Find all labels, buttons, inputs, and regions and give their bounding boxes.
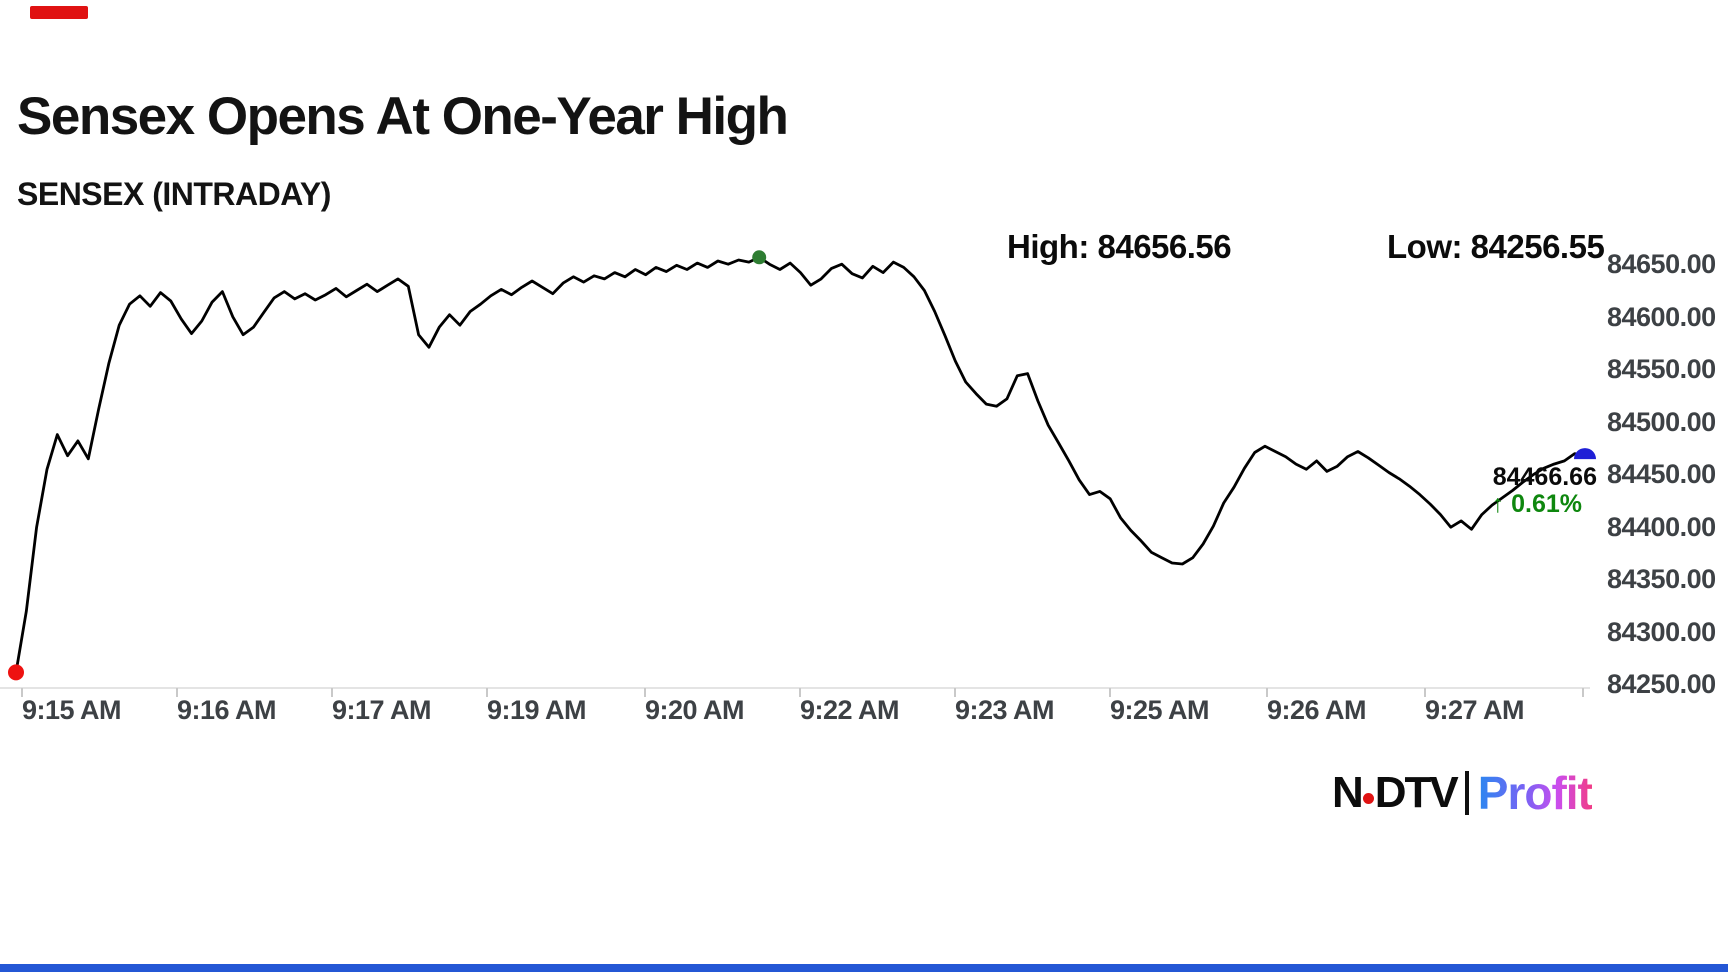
bottom-accent-bar: [0, 964, 1728, 972]
x-axis-tick-label: 9:27 AM: [1425, 695, 1525, 725]
x-axis-tick-label: 9:25 AM: [1110, 695, 1210, 725]
y-axis-tick-label: 84500.00: [1607, 406, 1716, 437]
y-axis-tick-label: 84650.00: [1607, 249, 1716, 279]
x-axis-tick-label: 9:19 AM: [487, 695, 587, 725]
y-axis-tick-label: 84600.00: [1607, 301, 1716, 332]
ndtv-letters-dtv: DTV: [1374, 768, 1459, 817]
page-title: Sensex Opens At One-Year High: [17, 87, 789, 146]
ndtv-wordmark: N DTV: [1332, 768, 1459, 818]
y-axis-tick-label: 84450.00: [1607, 459, 1716, 489]
low-stat: Low: 84256.55: [1387, 228, 1605, 266]
y-axis-tick-label: 84250.00: [1607, 669, 1716, 699]
logo-divider-bar: [1464, 771, 1469, 815]
x-axis-tick-label: 9:26 AM: [1267, 695, 1367, 725]
x-axis-tick-label: 9:22 AM: [800, 695, 900, 725]
x-axis-tick-label: 9:20 AM: [645, 695, 745, 725]
high-marker-dot: [752, 250, 767, 265]
x-axis-tick-label: 9:15 AM: [22, 695, 122, 725]
y-axis-tick-label: 84400.00: [1607, 511, 1716, 542]
high-stat: High: 84656.56: [1007, 228, 1232, 266]
y-axis-tick-label: 84350.00: [1607, 564, 1716, 594]
high-stat-value: 84656.56: [1097, 228, 1232, 265]
ndtv-letter-n: N: [1332, 768, 1364, 817]
last-price-label: 84466.66: [1492, 463, 1597, 492]
low-stat-label: Low:: [1387, 228, 1462, 265]
high-stat-label: High:: [1007, 228, 1089, 265]
top-left-red-badge: [30, 6, 88, 19]
change-percent-label: ↑ 0.61%: [1491, 490, 1582, 519]
ndtv-profit-logo: N DTV Profit: [1332, 766, 1593, 820]
y-axis-tick-label: 84300.00: [1607, 616, 1716, 647]
open-low-marker-dot: [8, 664, 24, 681]
ndtv-red-dot-icon: [1362, 792, 1374, 804]
profit-wordmark: Profit: [1477, 767, 1593, 819]
x-axis-tick-label: 9:17 AM: [332, 695, 432, 725]
last-price-marker: [1574, 448, 1596, 460]
x-axis-tick-label: 9:16 AM: [177, 695, 277, 725]
sensex-price-line: [14, 255, 1587, 674]
x-axis-tick-label: 9:23 AM: [955, 695, 1055, 725]
low-stat-value: 84256.55: [1470, 228, 1605, 265]
y-axis-tick-label: 84550.00: [1607, 354, 1716, 384]
chart-subtitle: SENSEX (INTRADAY): [17, 176, 331, 212]
